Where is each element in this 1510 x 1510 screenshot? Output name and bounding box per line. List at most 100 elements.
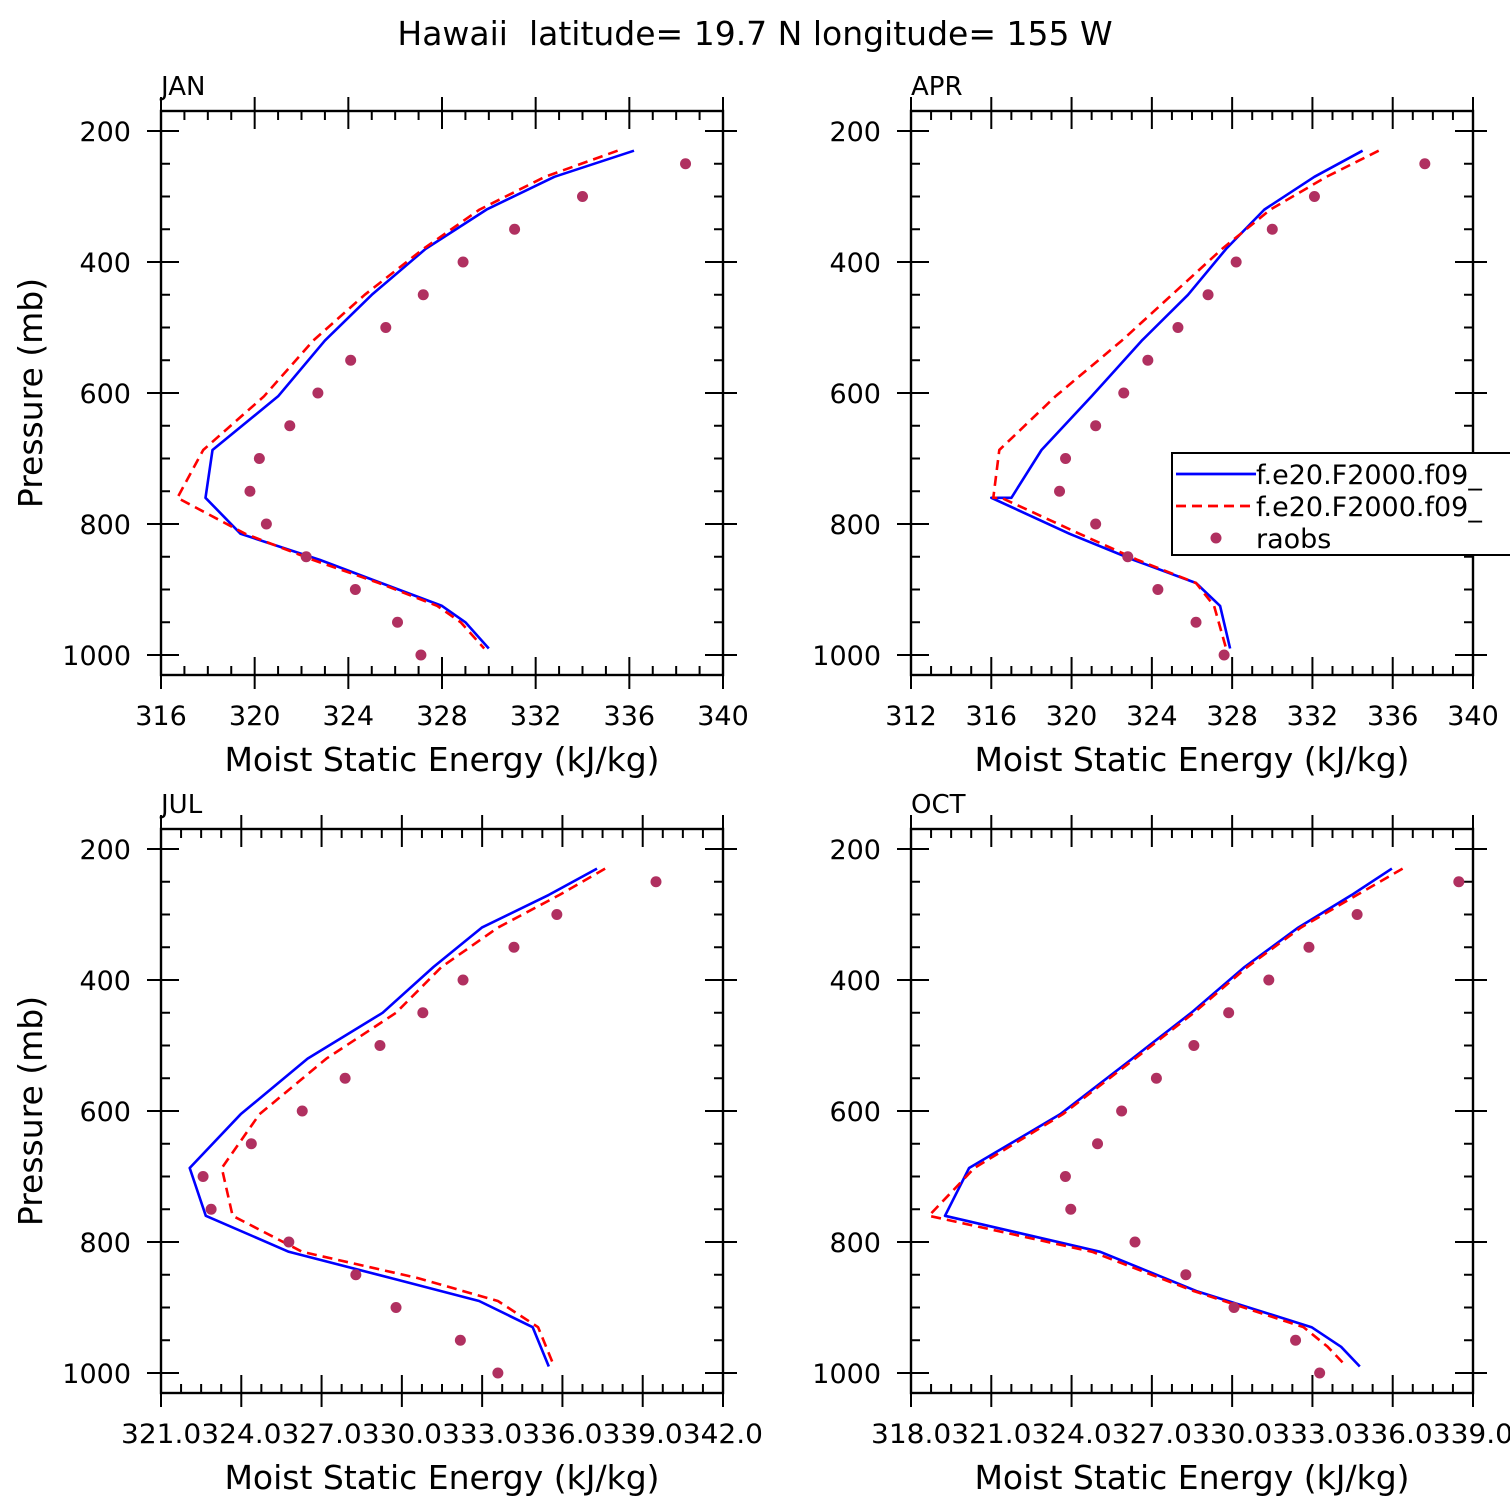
raobs-point [284, 420, 296, 432]
raobs-point [1142, 354, 1154, 366]
y-tick-label: 400 [829, 248, 881, 279]
raobs-point [1188, 1040, 1200, 1051]
legend-label: raobs [1256, 524, 1331, 555]
raobs-point [417, 1007, 429, 1019]
y-tick-label: 800 [829, 510, 881, 541]
series-line-dashed [927, 867, 1404, 1368]
raobs-point [1060, 453, 1072, 464]
raobs-point [492, 1367, 504, 1379]
raobs-point [1116, 1105, 1128, 1117]
y-tick-label: 600 [79, 1097, 131, 1128]
x-axis-label: Moist Static Energy (kJ/kg) [224, 740, 659, 779]
raobs-point [1202, 289, 1214, 301]
x-tick-labels: 321.0324.0327.0330.0333.0336.0339.0342.0 [121, 1419, 763, 1450]
raobs-point [415, 649, 427, 661]
y-tick-label: 1000 [62, 641, 131, 672]
raobs-point [1090, 420, 1102, 432]
raobs-point [1228, 1302, 1240, 1313]
raobs-point [380, 322, 392, 333]
series-line-dashed [176, 149, 619, 650]
panel-label: JAN [159, 72, 205, 102]
y-tick-label: 800 [79, 1228, 131, 1259]
raobs-point [205, 1203, 217, 1215]
raobs-point [253, 453, 265, 464]
panel-label: OCT [911, 790, 966, 820]
series-line-dashed [220, 867, 606, 1367]
raobs-point [244, 485, 256, 497]
y-tick-label: 400 [79, 248, 131, 279]
raobs-point [1218, 649, 1230, 661]
series-line-solid [204, 149, 635, 650]
raobs-point [1122, 551, 1134, 563]
y-tick-label: 400 [79, 966, 131, 997]
y-axis-label: Pressure (mb) [11, 996, 50, 1226]
x-tick-label: 332 [1287, 701, 1339, 732]
x-tick-label: 328 [416, 701, 468, 732]
series-line-solid [943, 867, 1393, 1368]
raobs-point [1065, 1203, 1077, 1215]
raobs-point [283, 1236, 295, 1248]
x-tick-label: 324 [1126, 701, 1178, 732]
legend-label: f.e20.F2000.f09_ [1256, 492, 1482, 523]
x-tick-label: 316 [966, 701, 1018, 732]
plot-frame [909, 827, 1475, 1395]
x-tick-label: 312 [885, 701, 937, 732]
raobs-point [1190, 616, 1202, 628]
raobs-point [509, 223, 521, 235]
y-tick-label: 800 [79, 510, 131, 541]
raobs-point [1303, 941, 1315, 953]
y-axis-label: Pressure (mb) [11, 278, 50, 508]
raobs-point [392, 616, 404, 628]
x-tick-label: 324 [323, 701, 375, 732]
x-tick-label: 332 [510, 701, 562, 732]
raobs-point [1230, 256, 1242, 268]
panel-jul: JUL 200 400 600 800 1000 321.0324.0327.0330.03… [11, 790, 763, 1497]
raobs-point [245, 1138, 257, 1150]
y-tick-label: 1000 [62, 1359, 131, 1390]
x-tick-label: 320 [1046, 701, 1098, 732]
x-tick-label: 328 [1206, 701, 1258, 732]
raobs-point [345, 354, 357, 366]
raobs-point [1054, 485, 1066, 497]
raobs-point [339, 1072, 351, 1084]
raobs-point [197, 1171, 209, 1182]
raobs-point [1152, 584, 1164, 595]
y-tick-label: 600 [79, 379, 131, 410]
y-tick-label: 200 [79, 835, 131, 866]
x-tick-label: 316 [135, 701, 187, 732]
raobs-point [1419, 158, 1431, 170]
raobs-point [551, 909, 563, 920]
legend-label: f.e20.F2000.f09_ [1256, 460, 1482, 491]
y-tick-label: 600 [829, 1097, 881, 1128]
raobs-point [374, 1040, 386, 1051]
raobs-point [417, 289, 429, 301]
raobs-point [1453, 876, 1465, 888]
raobs-point [300, 551, 312, 563]
y-tick-label: 1000 [812, 1359, 881, 1390]
raobs-point [312, 387, 324, 399]
raobs-point [390, 1302, 402, 1313]
raobs-point [1308, 191, 1320, 202]
raobs-point [1059, 1171, 1071, 1182]
raobs-point [1266, 223, 1278, 235]
panel-oct: OCT 200 400 600 800 1000 318.0321.0324.0327.03… [812, 790, 1510, 1497]
raobs-point [457, 256, 469, 268]
raobs-point [508, 941, 520, 953]
y-tick-label: 200 [829, 835, 881, 866]
raobs-point [1314, 1367, 1326, 1379]
raobs-point [1118, 387, 1130, 399]
panel-label: APR [911, 72, 963, 102]
x-tick-label: 340 [1447, 701, 1499, 732]
raobs-point [1090, 518, 1102, 530]
legend-box [1171, 452, 1510, 556]
raobs-point [457, 974, 469, 986]
raobs-point [1150, 1072, 1162, 1084]
x-tick-label: 336 [604, 701, 656, 732]
x-tick-labels: 318.0321.0324.0327.0330.0333.0336.0339.0 [871, 1419, 1510, 1450]
raobs-point [260, 518, 272, 530]
raobs-point [296, 1105, 308, 1117]
